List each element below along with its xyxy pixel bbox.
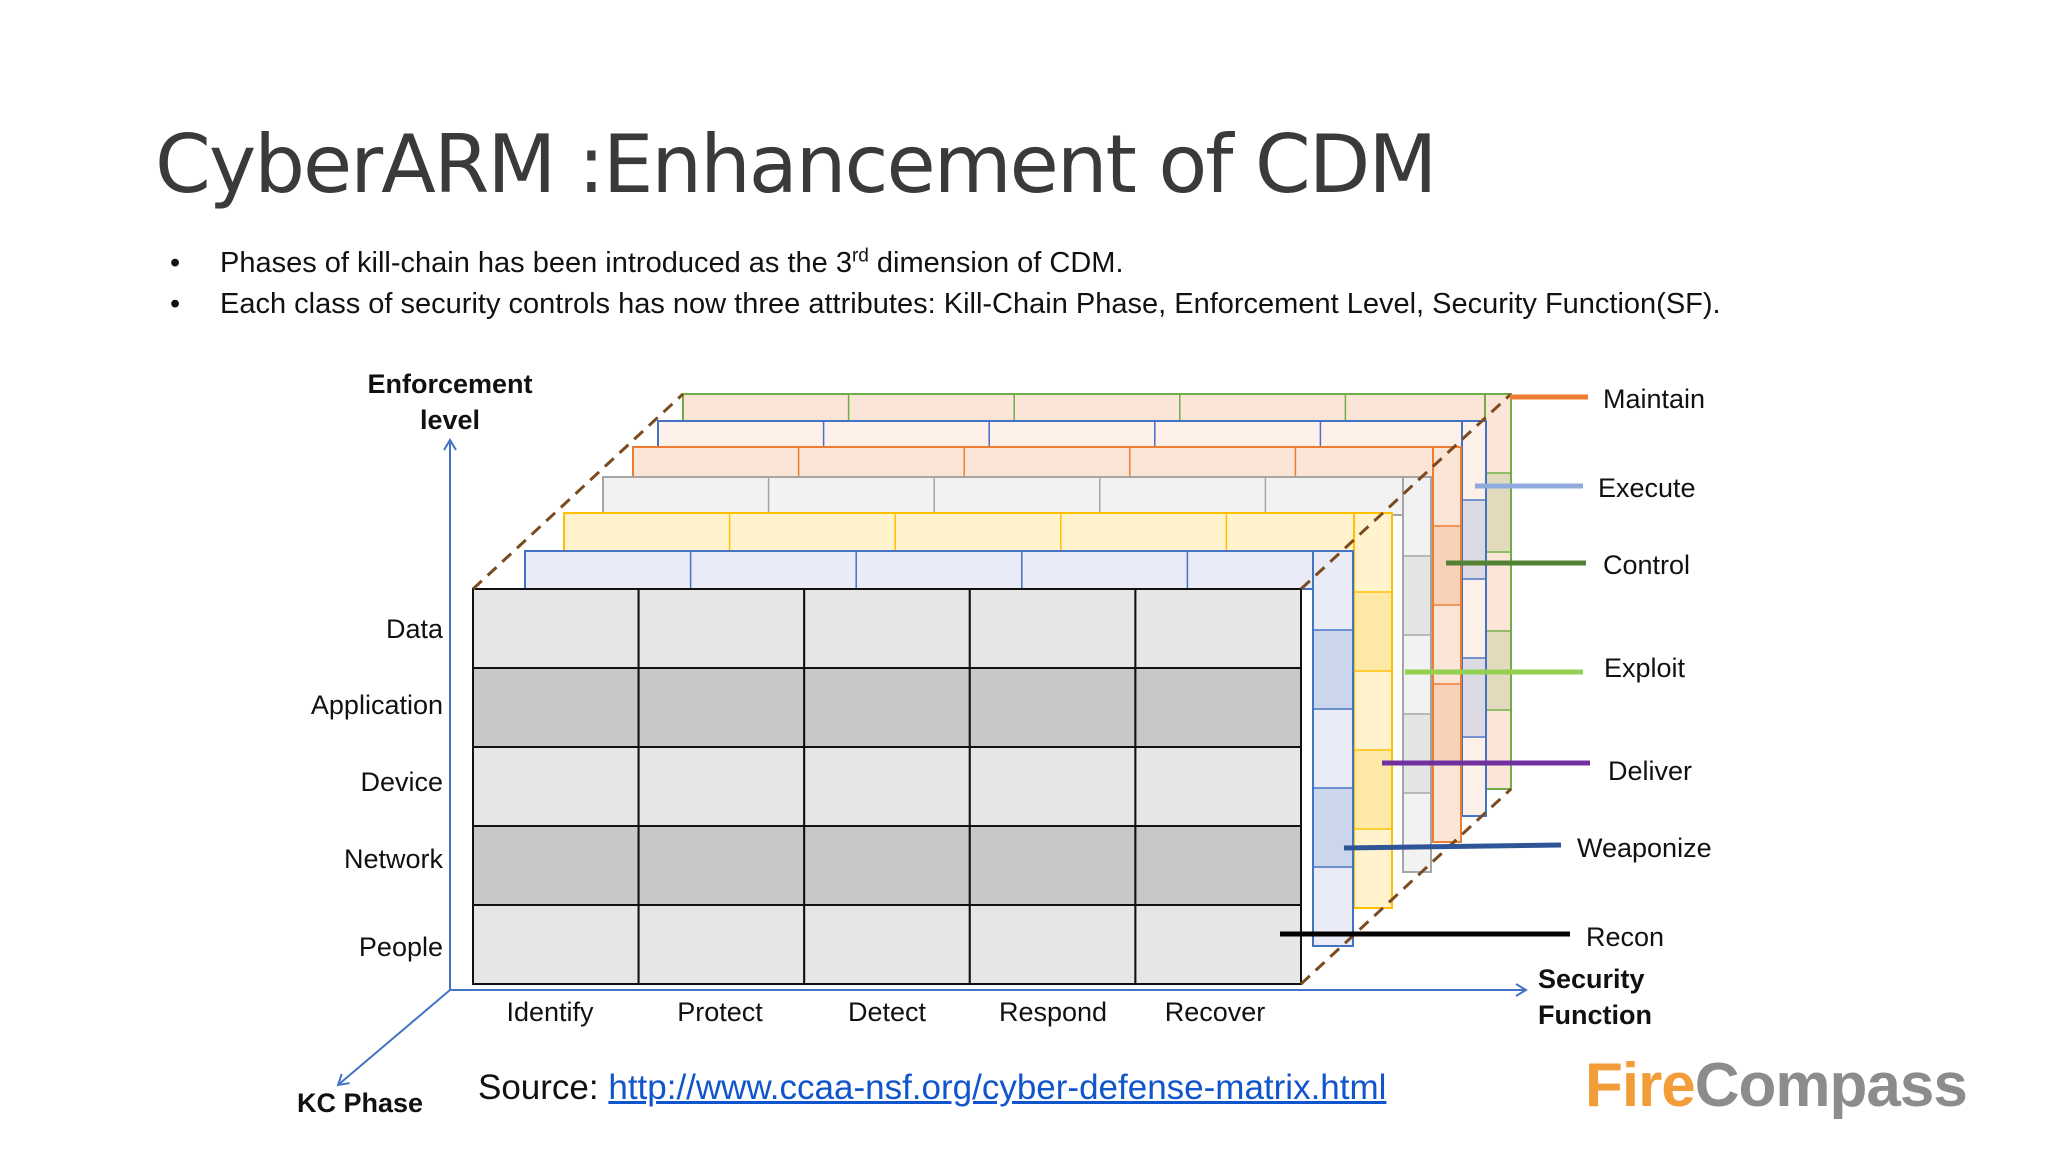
column-label-respond: Respond — [999, 997, 1107, 1027]
perspective-dashed-line — [471, 392, 685, 591]
y-axis-title: Enforcement — [367, 369, 532, 399]
matrix-cell — [1134, 588, 1303, 669]
bullet-superscript: rd — [851, 245, 869, 267]
layer-side-shade — [1463, 501, 1485, 578]
phase-label-exploit: Exploit — [1604, 653, 1686, 683]
matrix-cell — [1134, 667, 1303, 748]
matrix-cell — [968, 825, 1137, 906]
row-label-device: Device — [360, 767, 443, 797]
phase-label-weaponize: Weaponize — [1577, 833, 1712, 863]
phase-label-deliver: Deliver — [1608, 756, 1692, 786]
layer-side-shade — [1463, 659, 1485, 736]
matrix-cell — [803, 904, 971, 985]
matrix-cell — [803, 667, 971, 748]
matrix-cell — [803, 588, 971, 669]
bullet-text: Phases of kill-chain has been introduced… — [220, 247, 852, 279]
x-axis-title: Security — [1538, 964, 1645, 994]
kill-chain-layer-stack — [524, 393, 1512, 947]
column-label-detect: Detect — [848, 997, 927, 1027]
layer-side-shade — [1314, 631, 1352, 708]
layer-side-strip — [1484, 393, 1512, 790]
source-label: Source: — [478, 1068, 609, 1107]
matrix-cell — [637, 904, 806, 985]
source-citation: Source: http://www.ccaa-nsf.org/cyber-de… — [478, 1068, 1386, 1108]
column-label-recover: Recover — [1165, 997, 1266, 1027]
phase-label-maintain: Maintain — [1603, 384, 1705, 414]
firecompass-logo: FireCompass — [1585, 1050, 1968, 1121]
matrix-cell — [968, 746, 1137, 827]
axis-labels: Data Application Device Network People Identi… — [297, 369, 1652, 1118]
row-label-application: Application — [311, 690, 443, 720]
matrix-cell — [472, 667, 640, 748]
matrix-cell — [1134, 825, 1303, 906]
bullet-text: Each class of security controls has now … — [220, 288, 1721, 320]
phase-label-control: Control — [1603, 550, 1690, 580]
matrix-cell — [637, 667, 806, 748]
matrix-cell — [968, 904, 1137, 985]
logo-compass: Compass — [1694, 1051, 1968, 1120]
y-axis-title: level — [420, 405, 480, 435]
matrix-cell — [472, 904, 640, 985]
matrix-cell — [803, 746, 971, 827]
logo-fire: Fire — [1585, 1051, 1696, 1120]
kill-chain-layer — [602, 476, 1432, 873]
column-label-protect: Protect — [677, 997, 763, 1027]
matrix-cell — [472, 588, 640, 669]
matrix-cell — [803, 825, 971, 906]
matrix-cell — [637, 746, 806, 827]
matrix-cell — [472, 825, 640, 906]
layer-side-shade — [1404, 715, 1430, 792]
layer-side-shade — [1404, 557, 1430, 634]
bullet-item: Each class of security controls has now … — [170, 284, 1721, 325]
perspective-dashed-line — [1299, 787, 1513, 986]
phase-label-recon: Recon — [1586, 922, 1664, 952]
layer-top-strip — [602, 476, 1432, 516]
layer-top-strip — [563, 512, 1393, 552]
slide-title: CyberARM :Enhancement of CDM — [155, 118, 1437, 211]
bullet-text-end: dimension of CDM. — [868, 247, 1124, 279]
phase-line-weaponize — [1343, 842, 1562, 851]
bullet-list: Phases of kill-chain has been introduced… — [170, 243, 1721, 325]
layer-side-strip — [1432, 446, 1462, 843]
phase-label-execute: Execute — [1598, 473, 1696, 503]
perspective-dashed-line — [1299, 392, 1513, 591]
row-label-people: People — [359, 932, 443, 962]
matrix-cell — [637, 588, 806, 669]
row-label-data: Data — [386, 614, 444, 644]
column-label-identify: Identify — [506, 997, 594, 1027]
source-link[interactable]: http://www.ccaa-nsf.org/cyber-defense-ma… — [608, 1068, 1387, 1107]
layer-top-strip — [524, 550, 1354, 590]
kill-chain-phase-lines: Maintain Execute Control Exploit Deliver Weap… — [1280, 384, 1712, 952]
layer-side-shade — [1434, 685, 1460, 762]
layer-side-shade — [1355, 593, 1391, 670]
axes — [336, 438, 1528, 1087]
layer-side-strip — [1312, 550, 1354, 947]
layer-side-strip — [1461, 420, 1487, 817]
matrix-cell — [1134, 904, 1303, 985]
row-label-network: Network — [344, 844, 444, 874]
matrix-cell — [968, 588, 1137, 669]
x-axis-title: Function — [1538, 1000, 1652, 1030]
matrix-cell — [1134, 746, 1303, 827]
front-matrix-grid — [472, 588, 1303, 985]
matrix-cell — [968, 667, 1137, 748]
perspective-guides — [471, 392, 1513, 986]
layer-side-shade — [1314, 789, 1352, 866]
matrix-cell — [637, 825, 806, 906]
kill-chain-layer — [563, 512, 1393, 909]
bullet-item: Phases of kill-chain has been introduced… — [170, 243, 1721, 284]
matrix-cell — [472, 746, 640, 827]
z-axis-title: KC Phase — [297, 1088, 423, 1118]
layer-side-strip — [1353, 512, 1393, 909]
z-axis — [336, 989, 451, 1087]
